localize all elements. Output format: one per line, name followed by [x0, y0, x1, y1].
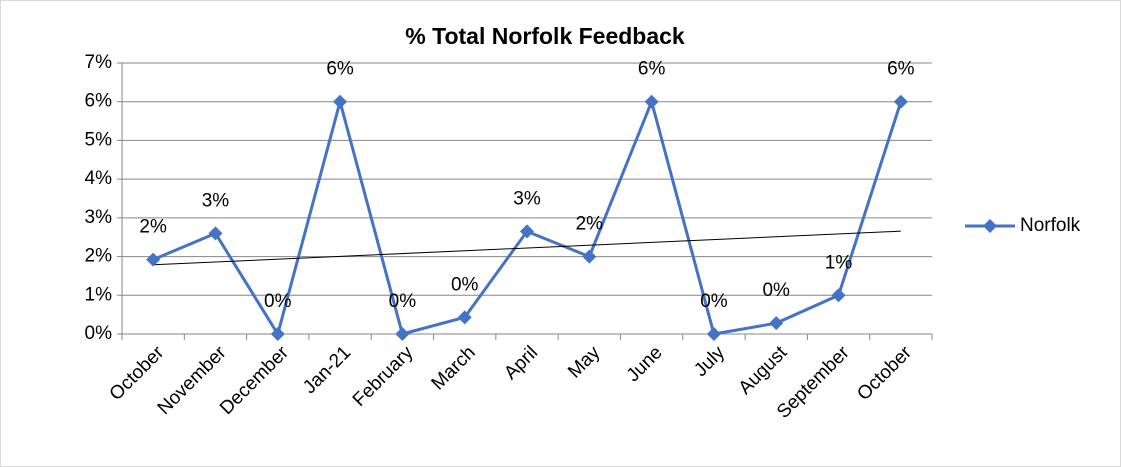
data-point	[582, 249, 597, 264]
data-label: 0%	[451, 274, 479, 295]
data-point	[644, 94, 659, 109]
data-point	[333, 94, 348, 109]
data-label: 1%	[825, 252, 853, 273]
legend-marker	[983, 219, 997, 233]
y-tick-label: 6%	[85, 91, 113, 112]
data-label: 3%	[202, 190, 230, 211]
data-label: 6%	[887, 59, 915, 80]
data-label: 3%	[513, 188, 541, 209]
legend-label: Norfolk	[1020, 215, 1081, 236]
data-point	[520, 224, 534, 239]
data-point	[706, 327, 721, 341]
data-label: 0%	[389, 291, 417, 312]
data-label: 6%	[638, 59, 666, 80]
y-tick-label: 1%	[85, 284, 113, 305]
data-point	[769, 316, 784, 331]
data-label: 2%	[139, 217, 167, 238]
y-tick-label: 2%	[85, 246, 113, 267]
data-label: 2%	[576, 214, 604, 235]
data-label: 6%	[326, 59, 354, 80]
y-tick-label: 5%	[85, 129, 113, 150]
chart-title: % Total Norfolk Feedback	[405, 23, 685, 49]
y-tick-label: 3%	[85, 207, 113, 228]
data-point	[270, 327, 285, 341]
data-point	[208, 226, 223, 241]
data-point	[893, 94, 908, 109]
data-point	[395, 327, 410, 341]
trendline	[153, 230, 901, 266]
y-tick-label: 4%	[85, 168, 113, 189]
data-label: 0%	[700, 291, 728, 312]
data-point	[457, 310, 472, 325]
data-point	[146, 252, 161, 267]
y-tick-label: 7%	[85, 52, 113, 73]
data-point	[831, 288, 846, 303]
y-tick-label: 0%	[85, 323, 113, 344]
data-label: 0%	[762, 280, 790, 301]
data-label: 0%	[264, 291, 292, 312]
